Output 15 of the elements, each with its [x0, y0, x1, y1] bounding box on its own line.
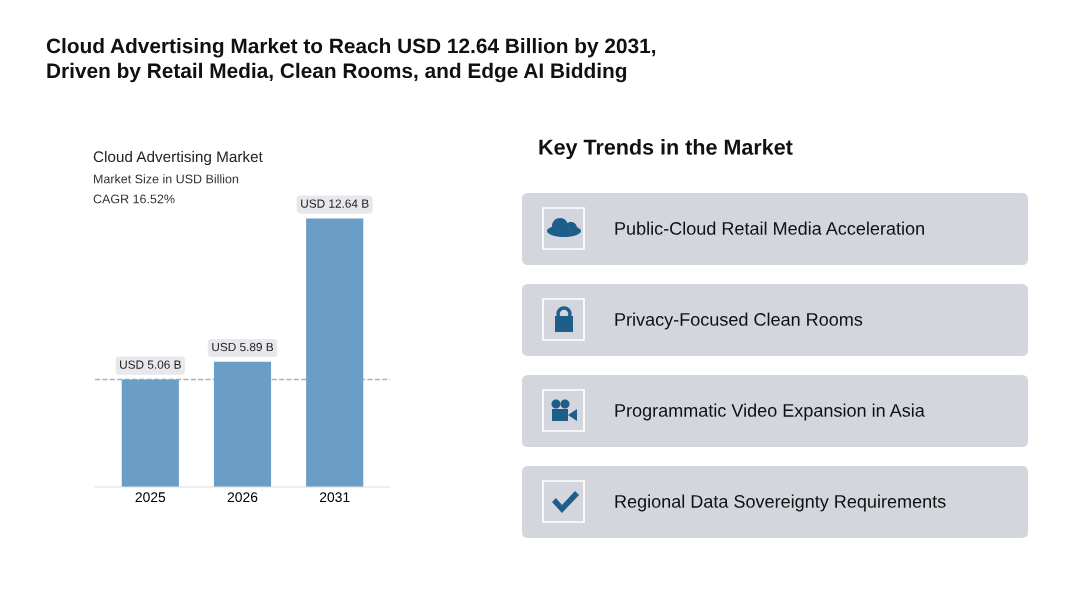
text: Cloud Advertising Market to Reach USD 12.64 Billion by 2031, Driven by Retail Media, Clean Rooms, and Edge AI Bidding [46, 38, 656, 83]
data-label: USD 12.64 B [301, 199, 369, 208]
data-label: USD 5.06 B [120, 360, 181, 369]
text: Regional Data Sovereignty Requirements [615, 494, 946, 512]
x-tick-label: 2026 [227, 492, 258, 503]
text: Privacy-Focused Clean Rooms [615, 312, 863, 330]
chart-title: Cloud Advertising Market [93, 150, 263, 166]
text: Public-Cloud Retail Media Acceleration [615, 221, 924, 235]
x-tick-label: 2031 [319, 492, 350, 503]
text: Key Trends in the Market [539, 138, 793, 160]
text: CAGR 16.52% [93, 194, 175, 204]
chart-subtitle: Market Size in USD Billion [94, 174, 239, 184]
data-label: USD 5.89 B [212, 342, 274, 352]
text: Programmatic Video Expansion in Asia [615, 403, 925, 421]
x-tick-label: 2025 [135, 492, 166, 503]
